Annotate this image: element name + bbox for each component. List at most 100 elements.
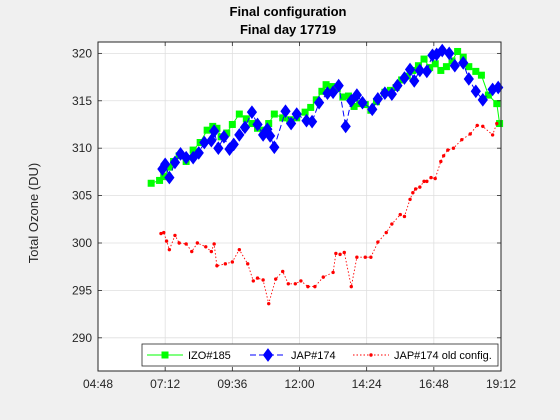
data-point	[490, 133, 495, 137]
legend-item-2: JAP#174 old config.	[353, 350, 492, 362]
data-point	[280, 104, 291, 119]
data-point	[234, 128, 245, 142]
legend: IZO#185 JAP#174 JAP#174 old config.	[141, 343, 499, 367]
chart-title: Final configuration	[230, 4, 347, 19]
data-point	[369, 255, 373, 259]
data-point	[267, 301, 271, 306]
data-point	[376, 240, 380, 244]
x-tick-labels: 04:48 07:12 09:36 12:00 14:24 16:48 19:12	[83, 377, 516, 391]
y-tick-labels: 290 295 300 305 310 315 320	[72, 46, 92, 344]
legend-item-0: IZO#185	[147, 350, 231, 362]
data-point	[206, 133, 217, 148]
data-point	[306, 284, 310, 289]
data-point	[215, 264, 219, 268]
data-point	[484, 91, 492, 99]
legend-box	[141, 343, 499, 367]
data-point	[338, 252, 342, 257]
data-point	[293, 282, 298, 286]
data-point	[181, 150, 192, 165]
data-point	[195, 241, 200, 245]
data-point	[420, 55, 428, 63]
y-axis-label: Total Ozone (DU)	[26, 163, 41, 263]
chart-subtitle: Final day 17719	[240, 22, 336, 37]
data-point	[470, 84, 481, 99]
data-point	[251, 279, 256, 283]
data-point	[213, 141, 224, 156]
data-point	[357, 95, 368, 110]
data-point	[404, 62, 416, 77]
data-point	[285, 116, 297, 131]
legend-marker	[262, 348, 274, 362]
data-point	[209, 124, 220, 138]
data-point	[313, 284, 317, 289]
legend-label: JAP#174 old config.	[394, 350, 492, 362]
data-point	[431, 60, 439, 68]
y-tick-label: 290	[72, 331, 92, 345]
data-point	[409, 74, 420, 88]
data-point	[228, 120, 236, 128]
data-point	[299, 279, 303, 283]
data-point	[446, 148, 450, 152]
data-point	[411, 191, 415, 195]
data-point	[252, 117, 263, 132]
data-point	[230, 260, 235, 264]
data-point	[346, 93, 357, 108]
x-tick-label: 14:24	[352, 377, 382, 391]
data-point	[468, 132, 472, 136]
data-point	[372, 92, 383, 106]
data-point	[441, 154, 446, 158]
data-point	[408, 197, 412, 202]
data-point	[379, 86, 390, 101]
data-point	[475, 123, 479, 128]
data-point	[313, 95, 325, 110]
data-point	[270, 110, 278, 118]
data-point	[291, 107, 302, 121]
data-point	[402, 214, 407, 219]
data-point	[281, 269, 285, 274]
data-point	[477, 93, 488, 107]
data-point	[235, 110, 243, 118]
tick-marks	[97, 42, 502, 371]
data-point	[463, 72, 474, 86]
data-point	[264, 129, 276, 143]
data-point	[433, 176, 437, 181]
legend-marker	[369, 353, 373, 357]
x-tick-label: 12:00	[284, 377, 314, 391]
data-point	[465, 63, 473, 71]
data-point	[449, 58, 460, 73]
data-point	[261, 278, 265, 282]
data-point	[228, 137, 239, 152]
x-tick-label: 07:12	[150, 377, 180, 391]
data-point	[351, 88, 362, 102]
series-layer	[147, 43, 504, 306]
data-point	[274, 277, 278, 281]
data-point	[493, 100, 501, 108]
data-point	[333, 78, 344, 93]
data-point	[177, 241, 181, 245]
data-point	[439, 159, 443, 164]
data-point	[204, 245, 208, 249]
data-point	[481, 124, 485, 129]
data-point	[386, 87, 397, 101]
data-point	[355, 255, 359, 259]
data-point	[167, 247, 172, 252]
data-point	[160, 157, 171, 172]
data-point	[444, 46, 455, 61]
data-point	[418, 185, 422, 189]
data-point	[173, 233, 177, 238]
data-point	[460, 137, 464, 142]
data-point	[321, 275, 325, 279]
data-point	[255, 276, 260, 280]
data-point	[301, 108, 309, 116]
data-point	[237, 247, 242, 252]
data-point	[422, 179, 426, 184]
data-point	[331, 270, 335, 275]
y-tick-label: 320	[72, 46, 92, 60]
data-point	[334, 251, 338, 256]
x-tick-label: 19:12	[486, 377, 516, 391]
data-point	[156, 176, 164, 184]
data-point	[164, 239, 169, 243]
x-tick-label: 09:36	[217, 377, 247, 391]
y-tick-label: 300	[72, 236, 92, 250]
legend-marker	[161, 351, 169, 359]
